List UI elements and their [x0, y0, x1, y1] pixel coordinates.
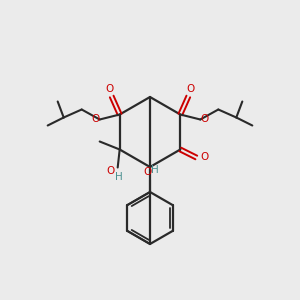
- Text: O: O: [144, 167, 152, 177]
- Text: O: O: [106, 167, 115, 176]
- Text: O: O: [106, 83, 114, 94]
- Text: H: H: [115, 172, 123, 182]
- Text: O: O: [200, 113, 208, 124]
- Text: O: O: [92, 113, 100, 124]
- Text: O: O: [200, 152, 208, 163]
- Text: O: O: [186, 83, 194, 94]
- Text: H: H: [151, 165, 159, 175]
